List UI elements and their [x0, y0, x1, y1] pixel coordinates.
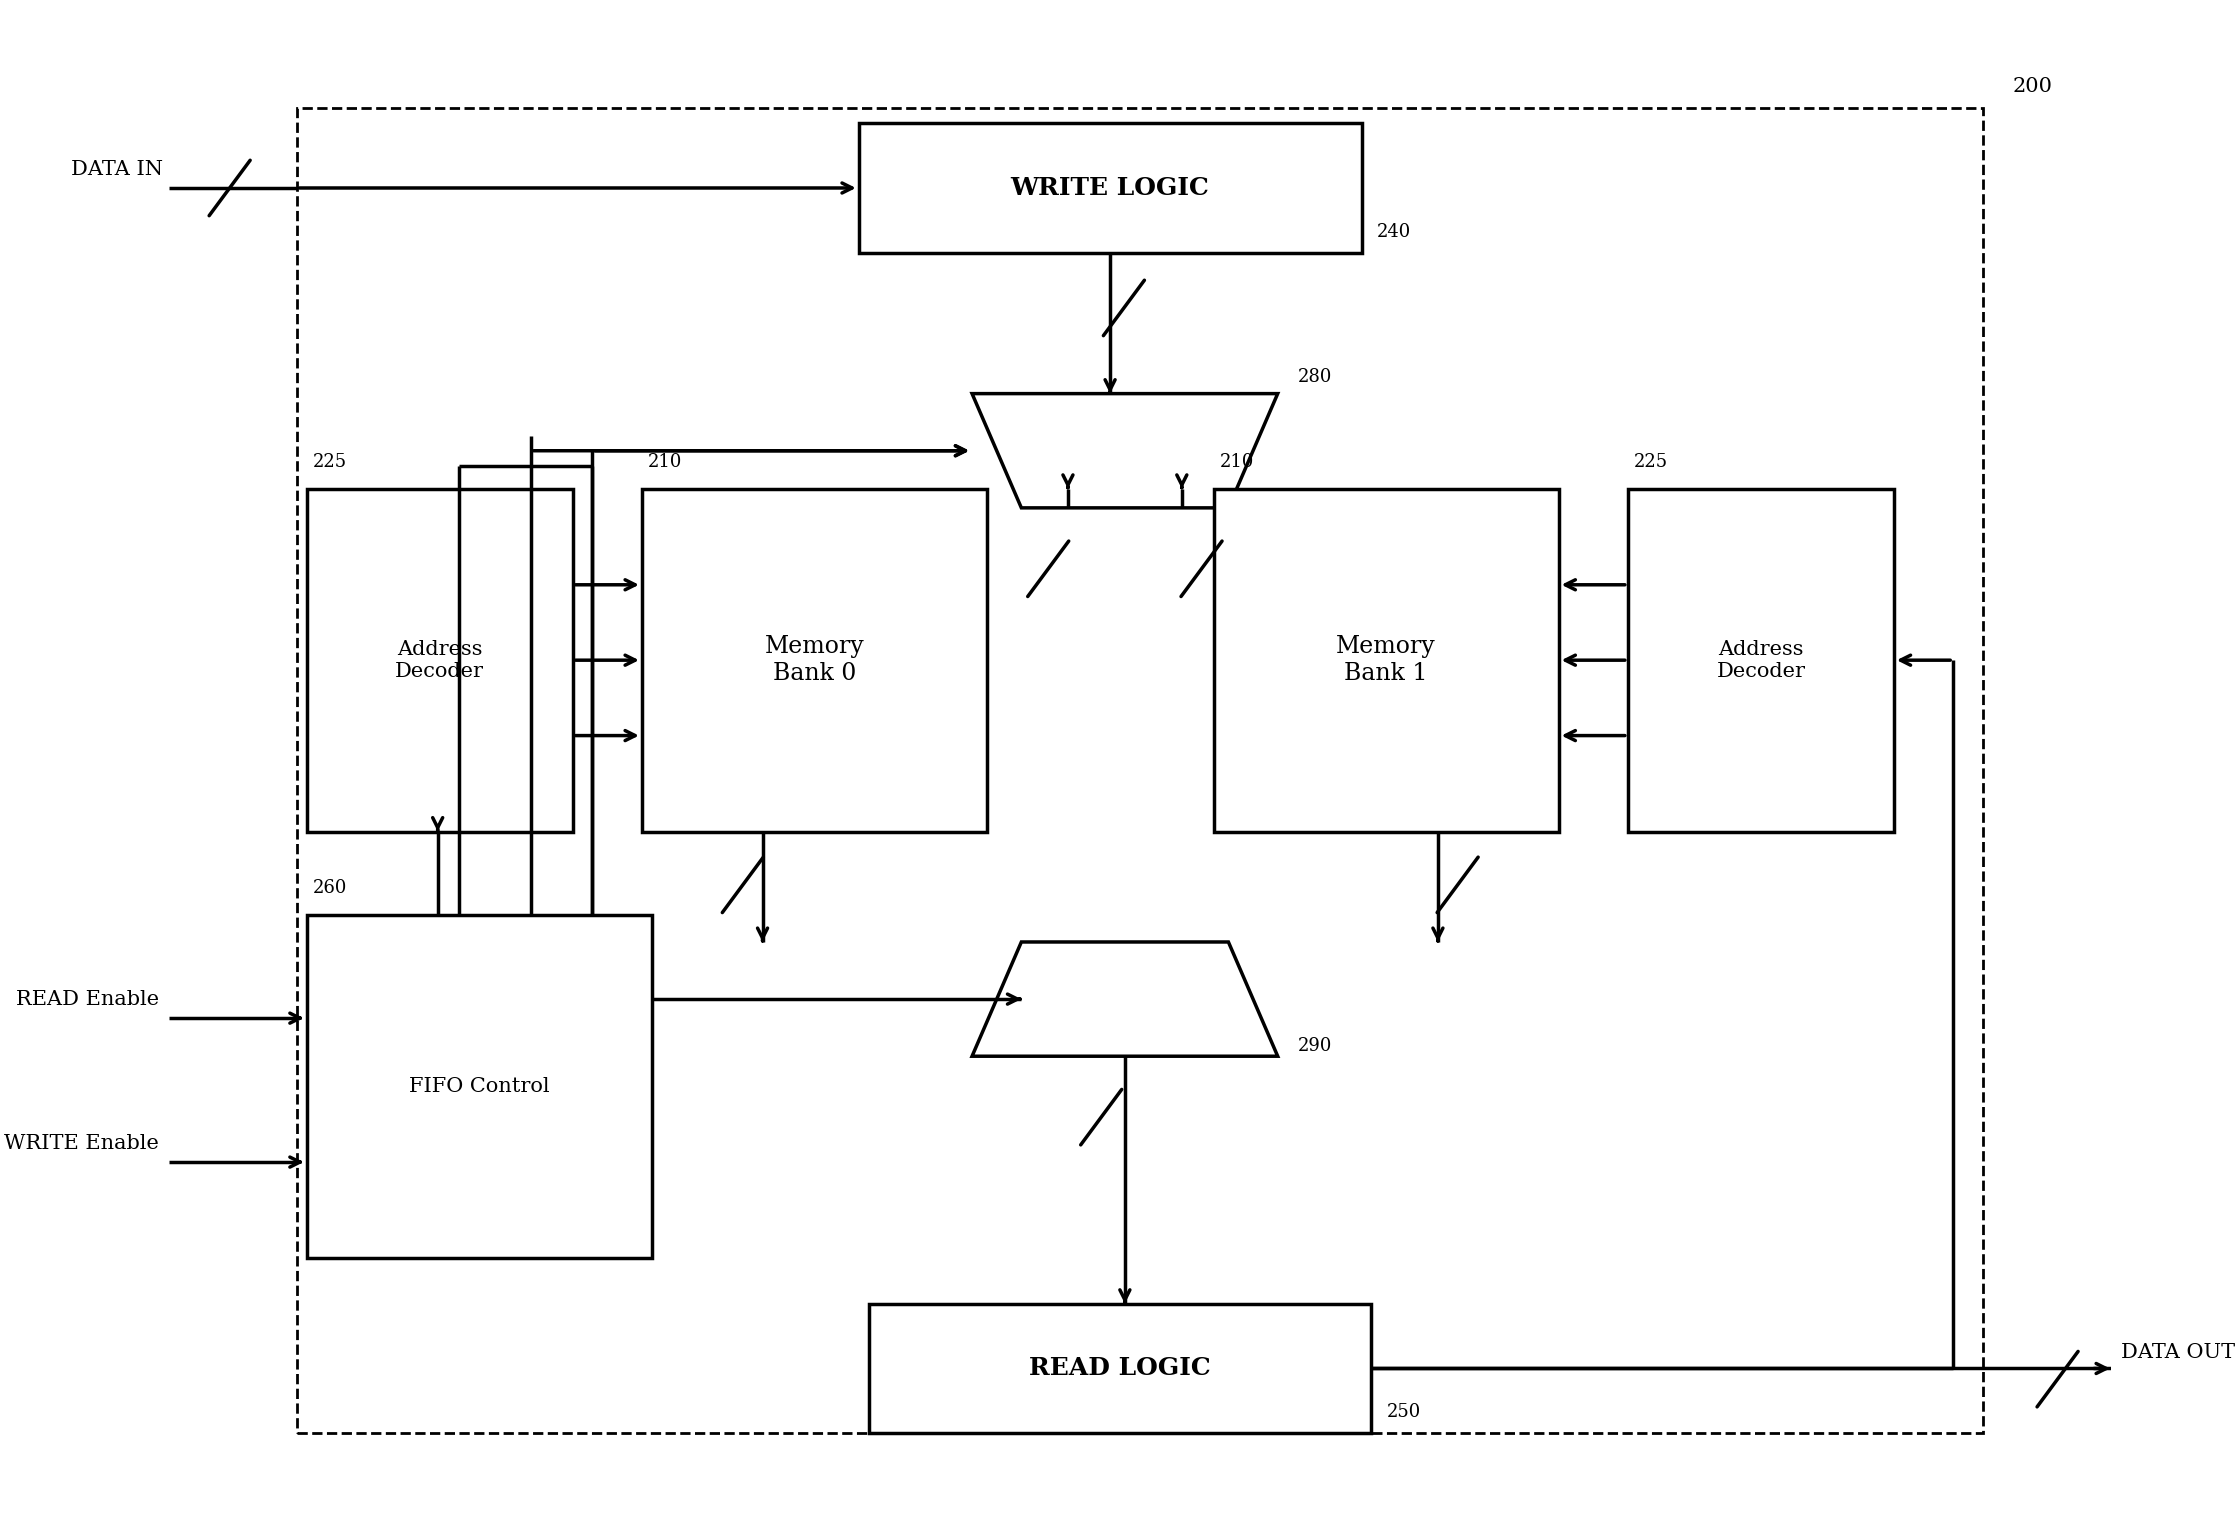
- Text: 250: 250: [1388, 1402, 1421, 1421]
- Text: 240: 240: [1377, 223, 1413, 241]
- Text: 210: 210: [648, 453, 682, 470]
- Text: Memory
Bank 0: Memory Bank 0: [764, 635, 865, 685]
- FancyBboxPatch shape: [869, 1303, 1372, 1433]
- Text: FIFO Control: FIFO Control: [409, 1077, 550, 1096]
- Text: 290: 290: [1299, 1038, 1332, 1054]
- FancyBboxPatch shape: [1627, 488, 1893, 832]
- FancyBboxPatch shape: [1214, 488, 1558, 832]
- Polygon shape: [972, 394, 1278, 508]
- Text: DATA OUT: DATA OUT: [2121, 1343, 2235, 1363]
- FancyBboxPatch shape: [306, 488, 572, 832]
- Text: 225: 225: [1634, 453, 1667, 470]
- Text: WRITE LOGIC: WRITE LOGIC: [1010, 175, 1209, 200]
- Text: Address
Decoder: Address Decoder: [396, 639, 485, 681]
- Text: READ Enable: READ Enable: [16, 990, 159, 1009]
- Text: 210: 210: [1220, 453, 1254, 470]
- Text: 280: 280: [1299, 368, 1332, 386]
- Text: READ LOGIC: READ LOGIC: [1028, 1357, 1211, 1381]
- Text: 200: 200: [2012, 76, 2052, 96]
- FancyBboxPatch shape: [306, 916, 653, 1257]
- Text: DATA IN: DATA IN: [72, 160, 163, 179]
- Text: Memory
Bank 1: Memory Bank 1: [1337, 635, 1437, 685]
- Text: WRITE Enable: WRITE Enable: [4, 1134, 159, 1154]
- Text: Address
Decoder: Address Decoder: [1716, 639, 1806, 681]
- Polygon shape: [972, 942, 1278, 1056]
- Text: 225: 225: [313, 453, 346, 470]
- Text: 260: 260: [313, 879, 346, 897]
- FancyBboxPatch shape: [641, 488, 988, 832]
- FancyBboxPatch shape: [858, 124, 1361, 253]
